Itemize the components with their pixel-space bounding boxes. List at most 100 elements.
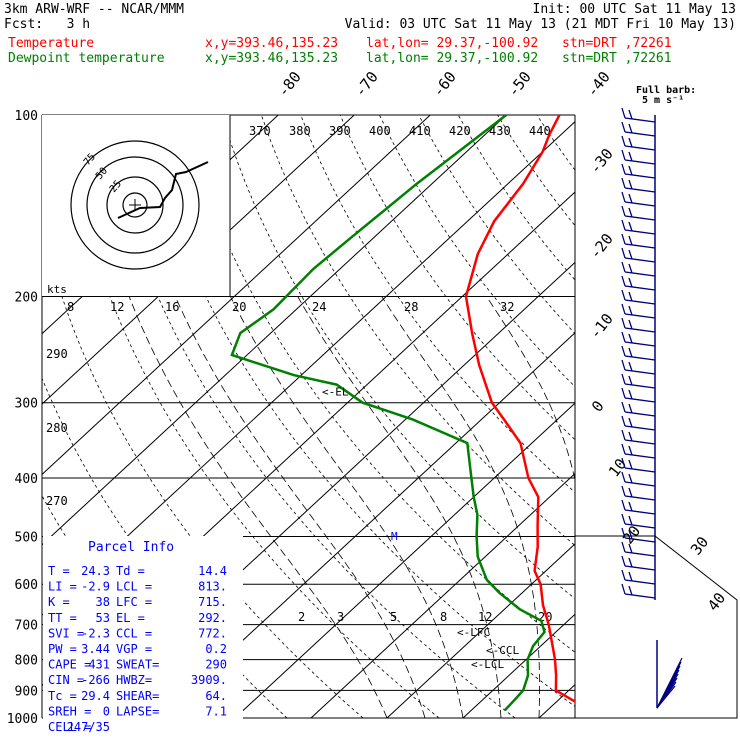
kts-label: kts [47, 283, 67, 296]
mixing-ratio-label: 8 [67, 300, 74, 314]
forecast-hour: Fcst: 3 h [4, 17, 91, 32]
moist-adiabat [691, 297, 740, 719]
moist-adiabat [230, 296, 464, 718]
isotherm-line [615, 115, 740, 718]
isotherm-label: -20 [586, 230, 617, 262]
dry-adiabat [261, 115, 575, 546]
parcel-info-cell: SVI = [48, 626, 84, 640]
wind-barb-flag [621, 121, 626, 133]
pressure-tick-label: 400 [15, 472, 38, 487]
theta-label: 270 [46, 494, 68, 508]
wind-barb-flag [621, 359, 626, 371]
wind-barb-flag [628, 529, 633, 540]
isotherm-label: -40 [583, 68, 614, 100]
pressure-tick-label: 100 [15, 109, 38, 124]
dry-adiabat [497, 115, 575, 227]
wind-barb-flag [621, 219, 626, 231]
isotherm-label: -10 [586, 310, 617, 342]
isotherm-label: -70 [351, 68, 382, 100]
wind-barb-flag [628, 151, 633, 162]
wind-barb-flag [621, 331, 626, 343]
mixing-ratio-label: 20 [232, 300, 246, 314]
wind-barb [624, 229, 656, 235]
dry-adiabat [182, 115, 575, 653]
wind-barb-flag [628, 109, 633, 120]
theta-label: 280 [46, 421, 68, 435]
wind-barb-flag [628, 459, 633, 470]
dry-adiabat [103, 115, 516, 718]
wind-barb [624, 579, 656, 585]
wind-barb [624, 509, 656, 515]
wind-barb [624, 551, 656, 557]
dry-adiabat [142, 115, 575, 707]
wind-barb [656, 685, 676, 709]
parcel-info-cell: 292. [198, 611, 227, 625]
dry-adiabat [694, 115, 740, 718]
wind-barb-flag [621, 485, 626, 497]
isotherm-line [42, 115, 355, 405]
dry-adiabat [536, 115, 575, 171]
parcel-info-cell: PW = [48, 642, 77, 656]
wind-barb-flag [628, 123, 633, 134]
parcel-info-cell: 431 [88, 658, 110, 672]
theta-e-label: 430 [489, 124, 511, 138]
wind-barb-flag [628, 445, 633, 456]
hodograph-trace [117, 161, 209, 219]
wind-barb-flag [621, 177, 626, 189]
wind-barb [624, 327, 656, 333]
isotherm-line [42, 121, 575, 616]
wind-barb-flag [628, 221, 633, 232]
wind-barb-flag [628, 501, 633, 512]
isotherm-line [538, 683, 575, 718]
wind-barb [624, 565, 656, 571]
wind-barb-flag [621, 163, 626, 175]
parcel-info-panel: Parcel Info T = 24.3 Td = 14.4 LI = -2.9 LCL =… [43, 536, 243, 734]
parcel-info-cell: SREH = [48, 704, 91, 718]
mixing-ratio-label: 8 [440, 610, 447, 624]
parcel-marker: M [391, 530, 398, 543]
mixing-ratio-label: 3 [337, 610, 344, 624]
temp-latlon: lat,lon= 29.37,-100.92 [366, 36, 539, 51]
dew-coords: x,y=393.46,135.23 [205, 51, 339, 66]
parcel-info-cell: 3909. [191, 673, 227, 687]
parcel-info-cell: 3.44 [81, 642, 110, 656]
isotherm-label: -50 [504, 68, 535, 100]
parcel-info-cell: -266 [81, 673, 110, 687]
wind-barb-flag [628, 291, 633, 302]
wind-barb-flag [628, 571, 633, 582]
pressure-tick-label: 500 [15, 530, 38, 545]
hodograph-ring [106, 176, 164, 234]
parcel-info-cell: CAPE = [48, 658, 91, 672]
wind-barb [624, 285, 656, 291]
wind-barb [624, 341, 656, 347]
wind-barb [624, 257, 656, 263]
temp-coords: x,y=393.46,135.23 [205, 36, 339, 51]
wind-barb-flag [628, 305, 633, 316]
isotherm-line [386, 543, 575, 718]
model-title: 3km ARW-WRF -- NCAR/MMM [4, 2, 185, 17]
parcel-info-cell: 715. [198, 595, 227, 609]
theta-e-label: 400 [369, 124, 391, 138]
isotherm-line [158, 332, 575, 718]
wind-barb [624, 495, 656, 501]
wind-barb [624, 201, 656, 207]
wind-barb-flag [628, 263, 633, 274]
dry-adiabat [300, 115, 575, 493]
hodograph-ring [86, 156, 184, 254]
wind-barb-flag [621, 555, 626, 567]
wind-barb-flag [628, 487, 633, 498]
dry-adiabat [616, 115, 740, 718]
theta-e-label: 370 [249, 124, 271, 138]
isotherm-line [310, 472, 575, 718]
parcel-info-cell: LCL = [116, 580, 152, 594]
dewpoint-legend: Dewpoint temperature [8, 51, 165, 66]
wind-barb [624, 313, 656, 319]
parcel-info-cell: 29.4 [81, 689, 110, 703]
full-barb-label: Full barb: [636, 85, 696, 96]
parcel-info-cell: CCL = [116, 626, 152, 640]
wind-barb-flag [628, 389, 633, 400]
pressure-tick-label: 300 [15, 397, 38, 412]
wind-barb-flag [628, 473, 633, 484]
mixing-ratio-label: 16 [165, 300, 179, 314]
wind-barb-flag [621, 303, 626, 315]
